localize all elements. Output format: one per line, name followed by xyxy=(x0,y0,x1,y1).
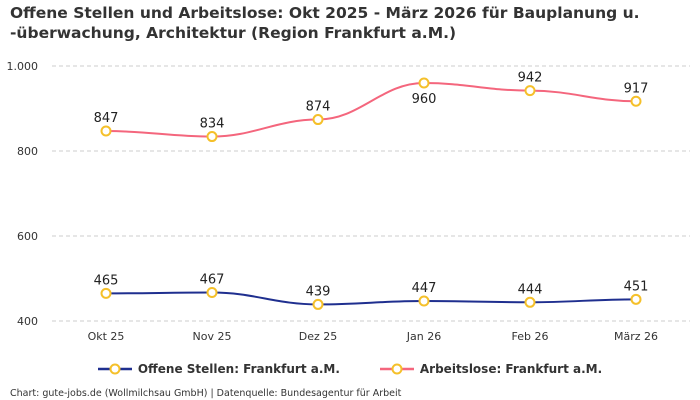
data-point xyxy=(418,77,430,89)
line-chart: 400 600 800 1.000 Okt 25 Nov 25 Dez 25 Jan 26 Fe… xyxy=(7,60,690,343)
y-tick-label: 1.000 xyxy=(7,60,39,73)
data-point xyxy=(206,287,218,299)
legend: Offene Stellen: Frankfurt a.M. Arbeitslo… xyxy=(0,362,700,376)
legend-swatch xyxy=(379,363,414,375)
data-point xyxy=(100,287,112,299)
data-point xyxy=(206,131,218,143)
data-label: 447 xyxy=(412,281,437,296)
x-tick-label: Jan 26 xyxy=(406,330,441,343)
data-label: 439 xyxy=(306,284,331,299)
data-label: 834 xyxy=(200,117,225,132)
data-label: 942 xyxy=(518,71,543,86)
y-tick-label: 600 xyxy=(17,230,38,243)
y-tick-label: 400 xyxy=(17,315,38,328)
chart-title: Offene Stellen und Arbeitslose: Okt 2025… xyxy=(10,4,640,42)
data-point xyxy=(630,95,642,107)
data-point xyxy=(524,85,536,97)
x-tick-label: Okt 25 xyxy=(88,330,125,343)
x-tick-label: Feb 26 xyxy=(512,330,549,343)
data-point xyxy=(312,298,324,310)
data-label: 467 xyxy=(200,273,225,288)
series-line-0 xyxy=(105,291,637,306)
data-point xyxy=(418,295,430,307)
data-point xyxy=(630,293,642,305)
y-tick-label: 800 xyxy=(17,145,38,158)
x-tick-label: März 26 xyxy=(614,330,658,343)
source-note: Chart: gute-jobs.de (Wollmilchsau GmbH) … xyxy=(10,388,402,399)
data-label: 451 xyxy=(624,279,649,294)
data-point xyxy=(100,125,112,137)
data-label: 465 xyxy=(94,273,119,288)
legend-item-offene-stellen[interactable]: Offene Stellen: Frankfurt a.M. xyxy=(97,362,340,376)
legend-label: Offene Stellen: Frankfurt a.M. xyxy=(137,362,340,376)
series-line-1 xyxy=(105,81,637,138)
data-label: 960 xyxy=(412,92,437,107)
data-point xyxy=(312,114,324,126)
data-point xyxy=(524,296,536,308)
x-tick-label: Nov 25 xyxy=(193,330,232,343)
legend-label: Arbeitslose: Frankfurt a.M. xyxy=(419,362,603,376)
data-label: 847 xyxy=(94,111,119,126)
data-label: 444 xyxy=(518,282,543,297)
legend-swatch xyxy=(97,363,132,375)
data-label: 874 xyxy=(306,100,331,115)
data-label: 917 xyxy=(624,81,649,96)
x-tick-label: Dez 25 xyxy=(299,330,338,343)
legend-item-arbeitslose[interactable]: Arbeitslose: Frankfurt a.M. xyxy=(379,362,603,376)
